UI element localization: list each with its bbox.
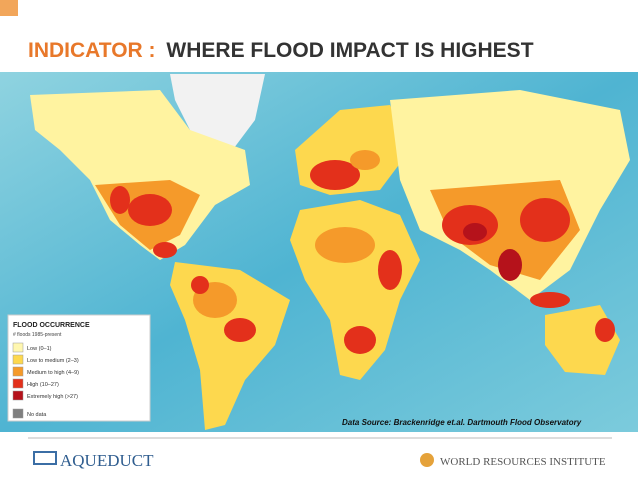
legend-label: Low to medium (2–3) xyxy=(27,358,79,364)
aqueduct-logo: AQUEDUCT xyxy=(33,451,154,470)
legend-swatch xyxy=(12,342,24,353)
legend-swatch xyxy=(12,378,24,389)
legend-subtitle: # floods 1985-present xyxy=(13,332,62,338)
wri-logo: WORLD RESOURCES INSTITUTE xyxy=(420,453,606,468)
legend-label: High (10–27) xyxy=(27,382,59,388)
legend-label: Low (0–1) xyxy=(27,346,52,352)
legend: FLOOD OCCURRENCE # floods 1985-present L… xyxy=(7,314,151,422)
legend-label: Extremely high (>27) xyxy=(27,394,78,400)
legend-swatch xyxy=(12,354,24,365)
title-prefix: INDICATOR : xyxy=(28,39,156,62)
map xyxy=(0,72,638,432)
legend-swatch xyxy=(12,408,24,419)
legend-swatch xyxy=(12,366,24,377)
footer-right: WORLD RESOURCES INSTITUTE xyxy=(440,456,606,468)
corner-icon xyxy=(0,0,18,16)
footer-left: AQUEDUCT xyxy=(60,451,154,470)
legend-label: No data xyxy=(27,412,47,418)
slide-title: INDICATOR : WHERE FLOOD IMPACT IS HIGHES… xyxy=(28,39,534,62)
data-source: Data Source: Brackenridge et.al. Dartmou… xyxy=(342,418,582,427)
legend-label: Medium to high (4–9) xyxy=(27,370,79,376)
legend-swatch xyxy=(12,390,24,401)
title-text: WHERE FLOOD IMPACT IS HIGHEST xyxy=(166,39,533,62)
legend-title: FLOOD OCCURRENCE xyxy=(13,322,90,329)
